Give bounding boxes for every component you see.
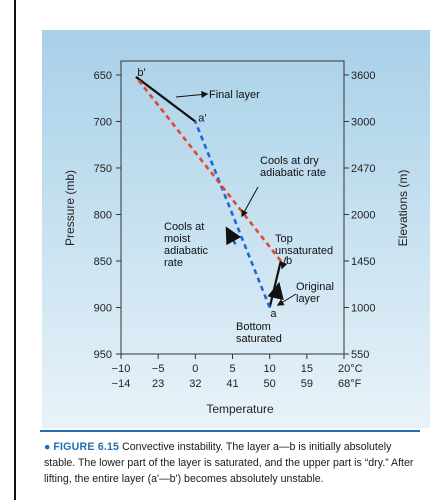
caption-rule bbox=[40, 430, 420, 432]
y2-tick-label: 1450 bbox=[351, 256, 375, 268]
annotation-line: layer bbox=[296, 293, 320, 305]
annotation-line: saturated bbox=[236, 333, 282, 345]
y-tick-label: 700 bbox=[94, 116, 112, 128]
series-line-cools-at-moist-adiabatic-rate bbox=[194, 120, 271, 308]
caption-text: Convective instability. The layer a—b is… bbox=[44, 441, 414, 485]
x-axis-label: Temperature bbox=[206, 402, 274, 416]
annotation-line: Bottom bbox=[236, 321, 271, 333]
y2-tick-label: 2470 bbox=[351, 163, 375, 175]
annotation-top-unsat: Top unsaturated bbox=[275, 233, 333, 257]
lift-arrow bbox=[267, 281, 284, 301]
point-label: a' bbox=[198, 113, 206, 125]
annotation-bottom-sat: Bottom saturated bbox=[236, 321, 282, 345]
x-tick-label-celsius: 15 bbox=[301, 363, 313, 375]
x-tick-label-fahrenheit: 32 bbox=[189, 378, 201, 390]
figure-caption: ● FIGURE 6.15 Convective instability. Th… bbox=[44, 439, 424, 487]
annotation-line: Original bbox=[296, 281, 334, 293]
x-tick-label-celsius: 10 bbox=[264, 363, 276, 375]
annotation-final-layer: Final layer bbox=[209, 89, 260, 101]
annotation-line: Final layer bbox=[209, 89, 260, 101]
y2-tick-label: 550 bbox=[351, 349, 369, 361]
annotation-line: adiabatic rate bbox=[260, 167, 326, 179]
y2-tick-label: 3000 bbox=[351, 116, 375, 128]
x-tick-label-fahrenheit: 50 bbox=[264, 378, 276, 390]
y-tick-label: 900 bbox=[94, 302, 112, 314]
caption-bullet-icon: ● bbox=[44, 441, 51, 453]
x-tick-label-celsius: 0 bbox=[192, 363, 198, 375]
annotation-leader-arrow bbox=[280, 256, 288, 270]
x-tick-label-fahrenheit: −14 bbox=[112, 378, 131, 390]
annotation-line: Cools at bbox=[164, 221, 204, 233]
annotation-moist-rate: Cools at moist adiabatic rate bbox=[164, 221, 209, 269]
annotation-line: moist bbox=[164, 233, 190, 245]
y-tick-label: 950 bbox=[94, 349, 112, 361]
left-rule bbox=[14, 0, 16, 500]
annotation-line: unsaturated bbox=[275, 245, 333, 257]
y2-tick-label: 1000 bbox=[351, 302, 375, 314]
x-tick-label-fahrenheit: 41 bbox=[226, 378, 238, 390]
y2-tick-label: 3600 bbox=[351, 70, 375, 82]
caption-figure-label: FIGURE 6.15 bbox=[53, 441, 120, 453]
y2-tick-label: 2000 bbox=[351, 209, 375, 221]
annotation-line: Top bbox=[275, 233, 293, 245]
y-tick-label: 800 bbox=[94, 209, 112, 221]
point-label: b bbox=[286, 255, 292, 267]
y-tick-label: 650 bbox=[94, 70, 112, 82]
y-tick-label: 750 bbox=[94, 163, 112, 175]
y-tick-label: 850 bbox=[94, 256, 112, 268]
chart: 650 700 750 800 850 900 950 3600 3000 2470 2000 14… bbox=[42, 30, 430, 428]
x-tick-label-fahrenheit: 68°F bbox=[338, 378, 362, 390]
annotation-line: Cools at dry bbox=[260, 155, 319, 167]
annotation-leader-arrow bbox=[241, 186, 259, 218]
annotation-original-layer: Original layer bbox=[296, 281, 334, 305]
x-tick-label-fahrenheit: 59 bbox=[301, 378, 313, 390]
annotation-leader-arrow bbox=[175, 91, 209, 99]
annotation-dry-rate: Cools at dry adiabatic rate bbox=[260, 155, 326, 179]
y2-axis-label: Elevations (m) bbox=[396, 170, 410, 247]
series-line-cools-at-dry-adiabatic-rate bbox=[134, 76, 282, 262]
x-tick-label-celsius: −5 bbox=[152, 363, 165, 375]
y-axis-label: Pressure (mb) bbox=[63, 170, 77, 246]
lift-arrow bbox=[225, 226, 242, 246]
annotation-line: rate bbox=[164, 257, 183, 269]
x-tick-label-fahrenheit: 23 bbox=[152, 378, 164, 390]
x-tick-label-celsius: 20°C bbox=[338, 363, 363, 375]
series-line-final-layer bbox=[135, 75, 196, 123]
x-tick-label-celsius: 5 bbox=[229, 363, 235, 375]
point-label: a bbox=[270, 308, 277, 320]
annotation-leader-arrow bbox=[276, 293, 297, 306]
point-label: b' bbox=[137, 67, 145, 79]
annotation-line: adiabatic bbox=[164, 245, 209, 257]
x-tick-label-celsius: −10 bbox=[112, 363, 131, 375]
